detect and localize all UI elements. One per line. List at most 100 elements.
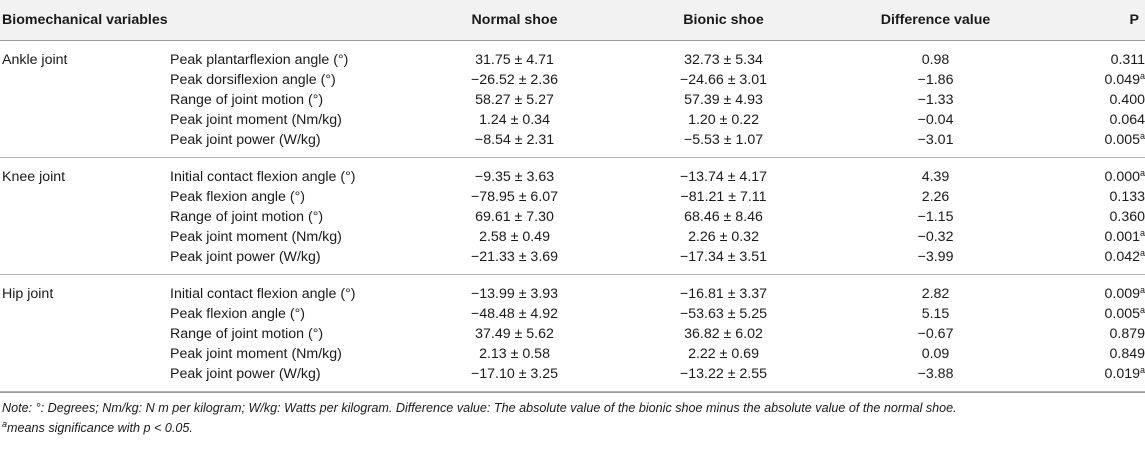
difference-value: −1.33 [917,92,954,108]
bionic-shoe-value: 68.46 ± 8.46 [684,209,763,225]
difference-value: −0.67 [917,326,954,342]
significance-marker: a [1140,71,1145,81]
joint-label [0,364,170,392]
p-value-cell: 0.133 [1043,187,1145,207]
bionic-shoe-value: 1.20 ± 0.22 [688,112,759,128]
bionic-shoe-value: −17.34 ± 3.51 [619,247,829,275]
p-value: 0.360 [1109,209,1145,225]
joint-label [0,304,170,324]
significance-marker: a [1140,168,1145,178]
p-value-cell: 0.064 [1043,110,1145,130]
p-value: 0.005 [1104,306,1140,322]
header-p-value: P [1043,0,1145,41]
table-header: Biomechanical variables Normal shoe Bion… [0,0,1145,41]
table-row: Peak joint moment (Nm/kg) 1.24 ± 0.34 1.20… [0,110,1145,130]
joint-label: Knee joint [2,169,66,185]
joint-label [0,187,170,207]
normal-shoe-value: 1.24 ± 0.34 [479,112,550,128]
p-value: 0.311 [1110,52,1145,68]
joint-label [0,207,170,227]
variable-name: Peak flexion angle (°) [170,189,306,205]
significance-marker: a [1140,248,1145,258]
normal-shoe-value: 69.61 ± 7.30 [475,209,554,225]
p-value: 0.005 [1104,132,1140,148]
header-difference-value: Difference value [828,0,1044,41]
table-row: Peak joint power (W/kg) −21.33 ± 3.69 −17.… [0,247,1145,275]
p-value-cell: 0.001a [1043,227,1145,247]
difference-value: 2.26 [921,189,950,205]
header-bionic-shoe: Bionic shoe [619,0,829,41]
joint-label [0,90,170,110]
variable-name: Range of joint motion (°) [170,209,324,225]
p-value: 0.009 [1104,286,1140,302]
table-row: Peak flexion angle (°) −78.95 ± 6.07 −81.2… [0,187,1145,207]
joint-label [0,70,170,90]
table-row: Peak joint power (W/kg) −17.10 ± 3.25 −13.… [0,364,1145,392]
bionic-shoe-value: −16.81 ± 3.37 [679,286,768,302]
normal-shoe-value: 37.49 ± 5.62 [475,326,554,342]
table-row: Peak dorsiflexion angle (°) −26.52 ± 2.36… [0,70,1145,90]
difference-value: 0.09 [921,346,950,362]
table-row: Knee joint Initial contact flexion angle … [0,158,1145,188]
significance-marker: a [1140,285,1145,295]
footnote-line-2: ameans significance with p < 0.05. [2,418,1143,438]
header-normal-shoe: Normal shoe [410,0,620,41]
variable-name: Initial contact flexion angle (°) [170,286,356,302]
header-biomechanical-variables: Biomechanical variables [0,0,411,41]
joint-label: Ankle joint [2,52,68,68]
p-value-cell: 0.849 [1043,344,1145,364]
normal-shoe-value: 2.13 ± 0.58 [479,346,550,362]
p-value: 0.400 [1109,92,1145,108]
normal-shoe-value: −21.33 ± 3.69 [410,247,620,275]
variable-name: Peak joint moment (Nm/kg) [170,112,342,128]
joint-label [0,227,170,247]
bionic-shoe-value: −5.53 ± 1.07 [619,130,829,158]
p-value: 0.849 [1109,346,1145,362]
results-table-container: Biomechanical variables Normal shoe Bion… [0,0,1145,438]
bionic-shoe-value: −13.74 ± 4.17 [679,169,768,185]
normal-shoe-value: −8.54 ± 2.31 [410,130,620,158]
table-row: Range of joint motion (°) 58.27 ± 5.27 57.… [0,90,1145,110]
variable-name: Peak joint power (W/kg) [170,247,411,275]
table-row: Peak joint power (W/kg) −8.54 ± 2.31 −5.53… [0,130,1145,158]
joint-label [0,130,170,158]
footnote-line-2-text: means significance with p < 0.05. [7,421,193,435]
p-value: 0.049 [1104,72,1140,88]
bionic-shoe-value: 2.26 ± 0.32 [688,229,759,245]
bionic-shoe-value: 36.82 ± 6.02 [684,326,763,342]
p-value-cell: 0.311 [1043,41,1145,71]
variable-name: Peak joint power (W/kg) [170,364,411,392]
table-row: Range of joint motion (°) 69.61 ± 7.30 68.… [0,207,1145,227]
normal-shoe-value: −9.35 ± 3.63 [474,169,555,185]
difference-value: −1.86 [917,72,954,88]
p-value-cell: 0.879 [1043,324,1145,344]
biomechanics-table: Biomechanical variables Normal shoe Bion… [0,0,1145,392]
difference-value: 5.15 [921,306,950,322]
p-value: 0.879 [1109,326,1145,342]
normal-shoe-value: 58.27 ± 5.27 [475,92,554,108]
significance-marker: a [1140,131,1145,141]
joint-label [0,324,170,344]
normal-shoe-value: −17.10 ± 3.25 [410,364,620,392]
p-value: 0.064 [1109,112,1145,128]
difference-value: 4.39 [921,169,950,185]
p-value: 0.133 [1109,189,1145,205]
bionic-shoe-value: 57.39 ± 4.93 [684,92,763,108]
table-row: Hip joint Initial contact flexion angle (… [0,275,1145,305]
p-value: 0.001 [1104,229,1140,245]
joint-label: Hip joint [2,286,54,302]
normal-shoe-value: −78.95 ± 6.07 [470,189,559,205]
variable-name: Peak joint power (W/kg) [170,130,411,158]
p-value: 0.000 [1104,169,1140,185]
table-row: Ankle joint Peak plantarflexion angle (°)… [0,41,1145,71]
footnote-superscript: a [2,419,8,429]
header-row: Biomechanical variables Normal shoe Bion… [0,0,1145,41]
p-value: 0.042 [1104,249,1140,265]
p-value-cell: 0.000a [1043,158,1145,188]
bionic-shoe-value: 32.73 ± 5.34 [684,52,763,68]
significance-marker: a [1140,305,1145,315]
table-footnote: Note: °: Degrees; Nm/kg: N m per kilogra… [0,392,1145,438]
p-value-cell: 0.360 [1043,207,1145,227]
table-row: Peak joint moment (Nm/kg) 2.13 ± 0.58 2.22… [0,344,1145,364]
p-value-cell: 0.049a [1043,70,1145,90]
